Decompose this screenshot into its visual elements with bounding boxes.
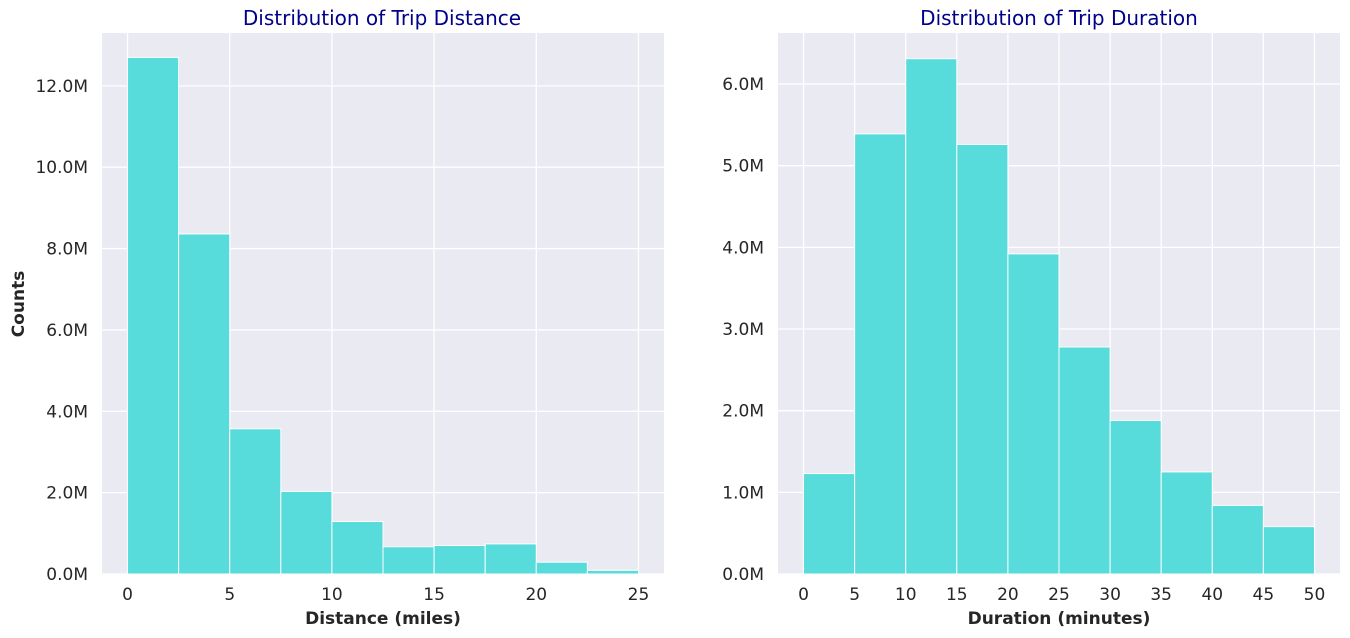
histogram-bar: [331, 521, 384, 575]
x-tick-label: 25: [628, 585, 650, 605]
x-tick-label: 20: [997, 585, 1019, 605]
y-tick-label: 6.0M: [46, 321, 88, 341]
y-tick-label: 6.0M: [722, 75, 764, 95]
bars: [803, 58, 1315, 575]
x-axis-label: Distance (miles): [305, 609, 461, 629]
histogram-bar: [1160, 471, 1213, 575]
x-tick-label: 35: [1150, 585, 1172, 605]
y-axis-label: Counts: [9, 271, 29, 338]
x-tick-label: 0: [122, 585, 133, 605]
y-tick-label: 8.0M: [46, 240, 88, 260]
x-tick-label: 30: [1099, 585, 1121, 605]
x-tick-label: 15: [946, 585, 968, 605]
histogram-bar: [535, 561, 588, 575]
y-tick-labels: 0.0M 2.0M 4.0M 6.0M 8.0M 10.0M 12.0M: [35, 77, 88, 585]
histogram-bar: [1262, 526, 1315, 575]
histogram-bar: [586, 569, 639, 575]
histogram-bar: [905, 58, 958, 575]
x-tick-label: 10: [895, 585, 917, 605]
x-tick-label: 10: [321, 585, 343, 605]
histogram-bar: [280, 490, 333, 575]
y-tick-labels: 0.0M 1.0M 2.0M 3.0M 4.0M 5.0M 6.0M: [722, 75, 764, 585]
y-tick-label: 12.0M: [35, 77, 88, 97]
y-tick-label: 2.0M: [722, 402, 764, 422]
y-tick-label: 0.0M: [722, 565, 764, 585]
histogram-bar: [1109, 419, 1162, 575]
histogram-bar: [854, 133, 907, 575]
x-tick-label: 20: [525, 585, 547, 605]
histogram-bar: [1058, 346, 1111, 575]
x-tick-label: 50: [1304, 585, 1326, 605]
histogram-bar: [127, 56, 180, 575]
y-tick-label: 0.0M: [46, 565, 88, 585]
x-tick-label: 15: [423, 585, 445, 605]
y-tick-label: 5.0M: [722, 157, 764, 177]
y-tick-label: 2.0M: [46, 484, 88, 504]
x-tick-label: 5: [224, 585, 235, 605]
y-tick-label: 3.0M: [722, 320, 764, 340]
x-tick-labels: 0 5 10 15 20 25 30 35 40 45 50: [798, 585, 1325, 605]
histogram-bar: [382, 546, 435, 575]
x-tick-label: 25: [1048, 585, 1070, 605]
chart-title: Distribution of Trip Duration: [920, 6, 1198, 30]
histogram-bar: [1007, 253, 1060, 575]
x-tick-label: 0: [798, 585, 809, 605]
bars: [127, 56, 639, 575]
histogram-bar: [484, 543, 537, 575]
histogram-bar: [1211, 504, 1264, 575]
x-tick-label: 40: [1201, 585, 1223, 605]
x-tick-label: 5: [849, 585, 860, 605]
y-tick-label: 4.0M: [46, 402, 88, 422]
histogram-bar: [229, 428, 282, 575]
x-tick-label: 45: [1253, 585, 1275, 605]
histogram-bar: [956, 143, 1009, 575]
histogram-bar: [433, 545, 486, 575]
chart-distance: Distribution of Trip Distance 0.0M 2.0M 4.…: [9, 6, 664, 629]
histogram-bar: [803, 473, 856, 575]
x-tick-labels: 0 5 10 15 20 25: [122, 585, 649, 605]
y-tick-label: 4.0M: [722, 238, 764, 258]
y-tick-label: 10.0M: [35, 158, 88, 178]
y-tick-label: 1.0M: [722, 483, 764, 503]
x-axis-label: Duration (minutes): [968, 609, 1151, 629]
histogram-bar: [178, 233, 231, 575]
chart-duration: Distribution of Trip Duration 0.0M 1.0M 2.…: [722, 6, 1340, 629]
chart-title: Distribution of Trip Distance: [243, 6, 521, 30]
